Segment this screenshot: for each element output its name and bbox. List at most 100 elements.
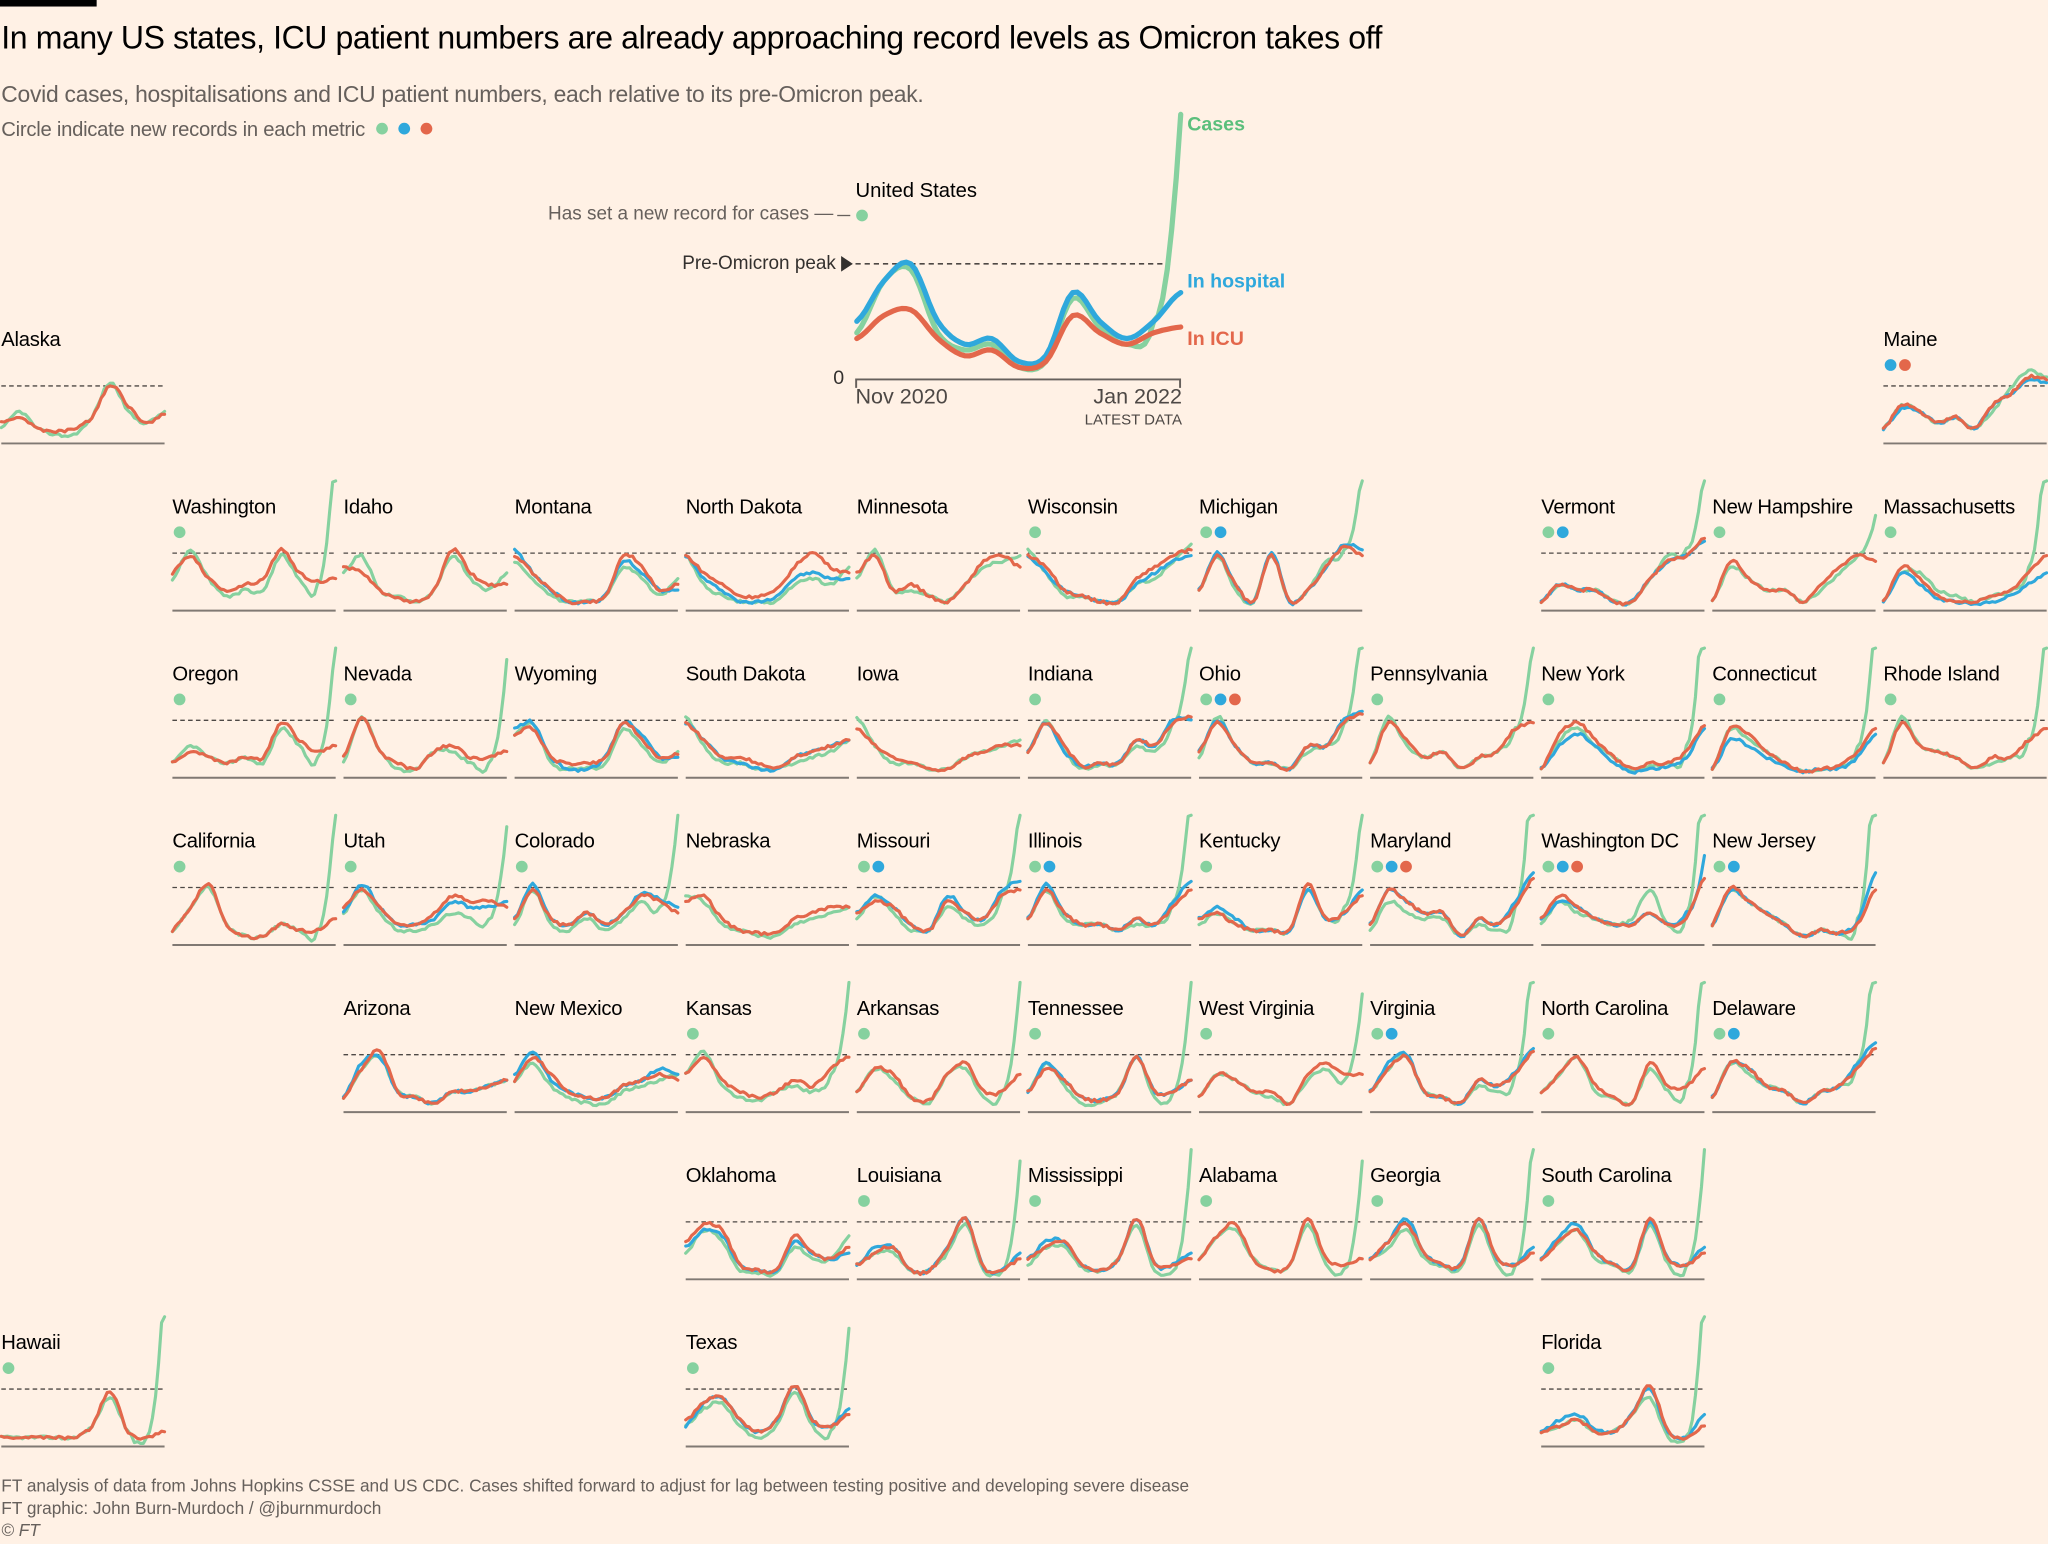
state-name: Kentucky [1198, 830, 1281, 853]
series-line-icu [854, 305, 1184, 372]
legend-dot-cases [375, 122, 388, 135]
record-dots [1542, 1027, 1555, 1040]
state-tile-pennsylvania: Pennsylvania [1368, 646, 1535, 781]
series-line-cases [684, 553, 851, 606]
state-tile-maine: Maine [1881, 329, 2048, 447]
state-tile-rhode-island: Rhode Island [1881, 646, 2048, 781]
series-line-hospital [1710, 1041, 1878, 1106]
state-name: South Carolina [1541, 1165, 1672, 1188]
state-tile-tennessee: Tennessee [1026, 980, 1193, 1116]
record-dots [1200, 860, 1213, 873]
state-tile-idaho: Idaho [341, 496, 509, 614]
record-dot-hospital [1556, 860, 1569, 873]
series-line-icu [1881, 720, 2048, 770]
legend-dot-icu [420, 122, 433, 135]
series-line-icu [1539, 1384, 1707, 1441]
record-dot-cases [1542, 1195, 1555, 1207]
record-dots [173, 693, 186, 706]
state-name: Missouri [856, 830, 931, 853]
series-line-hospital [341, 883, 509, 929]
us-record-dot-cases [856, 209, 868, 222]
record-dots [1713, 526, 1726, 539]
record-dots [687, 1362, 699, 1375]
credit-note: FT graphic: John Burn-Murdoch / @jburnmu… [1, 1498, 382, 1518]
us-record-note: Has set a new record for cases — [548, 203, 834, 225]
state-plot [170, 646, 338, 779]
record-dot-cases [1371, 1195, 1384, 1207]
series-label-cases: Cases [1187, 113, 1245, 136]
series-line-icu [1539, 1216, 1707, 1273]
record-dots [858, 1195, 870, 1207]
state-plot [1026, 1148, 1193, 1281]
state-tile-new-jersey: New Jersey [1710, 813, 1878, 949]
us-x-axis [855, 378, 1182, 388]
series-line-hospital [1710, 871, 1878, 938]
record-dot-cases [1884, 693, 1897, 706]
record-dot-cases [687, 1027, 699, 1040]
state-name: Illinois [1027, 830, 1083, 853]
series-line-cases [1881, 646, 2048, 770]
record-dots [1029, 1195, 1041, 1207]
series-line-cases [1197, 646, 1364, 771]
state-name: Colorado [514, 830, 595, 853]
record-dot-hospital [1556, 526, 1569, 539]
record-dot-cases [515, 860, 528, 873]
state-tile-minnesota: Minnesota [855, 496, 1022, 614]
series-line-icu [341, 715, 509, 771]
record-dot-cases [1713, 860, 1726, 873]
state-plot [0, 1315, 167, 1448]
state-tile-georgia: Georgia [1368, 1148, 1535, 1283]
state-plot [1197, 1159, 1364, 1281]
record-dots [173, 860, 186, 873]
series-line-hospital [1368, 1217, 1535, 1272]
series-line-icu [170, 546, 338, 593]
state-name: Oklahoma [685, 1165, 776, 1188]
state-name: Virginia [1370, 997, 1436, 1021]
series-line-icu [684, 1055, 851, 1100]
us-zero-label: 0 [833, 367, 845, 390]
series-line-icu [1197, 1061, 1364, 1107]
record-dot-cases [1200, 1195, 1213, 1207]
state-plot [1197, 992, 1364, 1114]
series-line-cases [855, 547, 1022, 605]
record-dot-cases [1542, 526, 1555, 539]
state-plot [341, 658, 509, 779]
series-line-icu [1026, 1054, 1193, 1104]
state-plot [1710, 646, 1878, 779]
state-tile-nevada: Nevada [341, 658, 509, 781]
legend-dot-hospital [397, 122, 410, 135]
record-dot-cases [1200, 860, 1213, 873]
series-line-hospital [854, 259, 1184, 367]
legend-text: Circle indicate new records in each metr… [1, 118, 366, 142]
state-tile-florida: Florida [1539, 1315, 1707, 1450]
record-dot-hospital [1214, 526, 1227, 539]
state-name: South Dakota [685, 663, 806, 686]
us-title: United States [855, 180, 978, 203]
chart-subtitle: Covid cases, hospitalisations and ICU pa… [1, 80, 924, 108]
series-line-cases [1026, 1148, 1193, 1277]
state-name: Washington DC [1541, 830, 1679, 853]
state-plot [1539, 980, 1707, 1114]
state-name: Iowa [856, 663, 899, 686]
record-dot-cases [687, 1362, 699, 1375]
series-line-cases [513, 813, 680, 934]
state-tile-virginia: Virginia [1368, 980, 1535, 1116]
record-dot-cases [1371, 860, 1384, 873]
state-name: Alabama [1198, 1165, 1278, 1188]
state-plot [855, 547, 1022, 612]
record-dots [1029, 860, 1056, 873]
state-tile-hawaii: Hawaii [0, 1315, 167, 1450]
state-name: Maine [1883, 329, 1938, 352]
record-dots [1029, 693, 1041, 706]
series-line-cases [170, 813, 338, 943]
state-name: North Dakota [685, 496, 802, 519]
state-name: Pennsylvania [1370, 663, 1488, 686]
state-name: North Carolina [1541, 997, 1669, 1021]
record-dots [2, 1362, 15, 1375]
record-dots [687, 1027, 699, 1040]
state-plot [0, 381, 167, 445]
series-line-icu [341, 887, 509, 928]
state-plot [684, 715, 851, 779]
series-line-cases [684, 1227, 851, 1278]
record-dots [1542, 1195, 1555, 1207]
